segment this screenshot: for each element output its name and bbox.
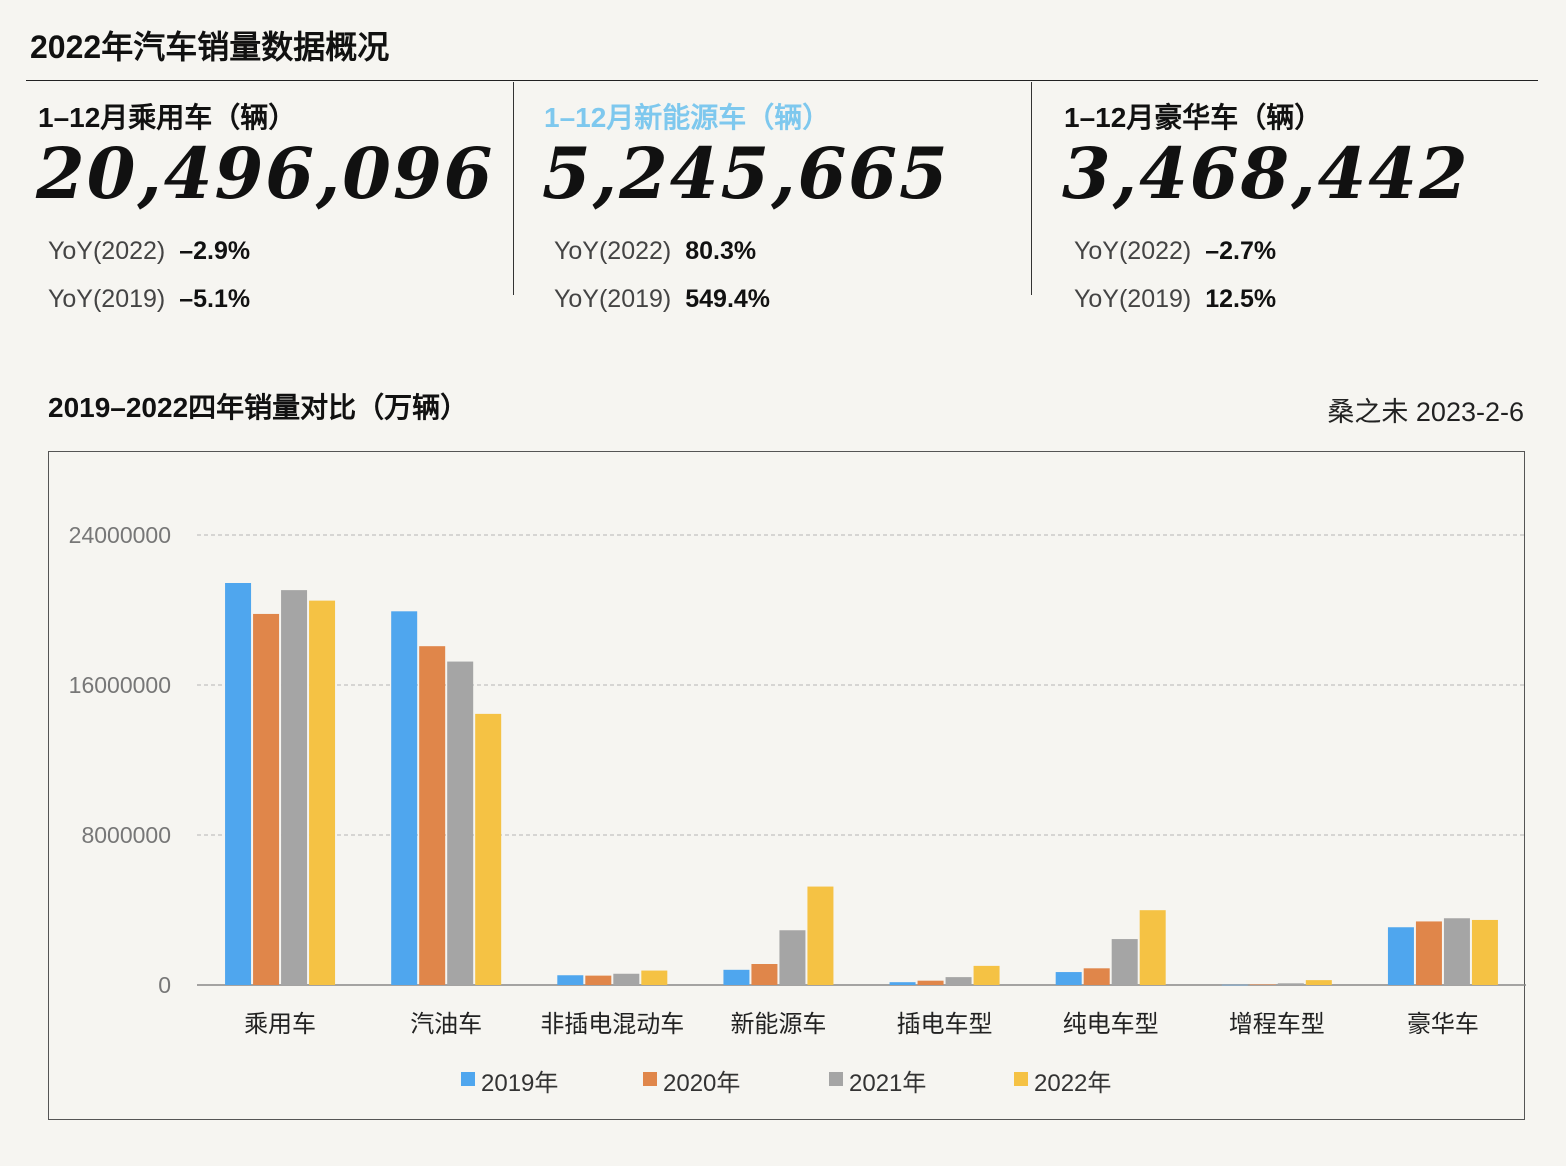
bar xyxy=(1249,984,1276,985)
x-tick-label: 纯电车型 xyxy=(1063,1011,1159,1038)
legend-label: 2019年 xyxy=(481,1070,558,1097)
chart-section-title: 2019–2022四年销量对比（万辆） xyxy=(48,392,469,423)
yoy-label: YoY(2022) xyxy=(1074,237,1192,265)
bar xyxy=(1221,984,1248,986)
x-tick-label: 增程车型 xyxy=(1229,1011,1325,1038)
yoy-label: YoY(2019) xyxy=(48,285,166,313)
bar xyxy=(889,982,916,985)
y-tick-label: 0 xyxy=(158,972,171,998)
chart-frame: 0 8000000 16000000 24000000 乘用车 汽油车 非插电混动车 新能源车… xyxy=(48,451,1526,1120)
yoy-value: –5.1% xyxy=(179,285,251,313)
bar xyxy=(1083,968,1110,985)
bar xyxy=(751,964,778,985)
bar xyxy=(723,969,750,985)
x-tick-label: 插电车型 xyxy=(897,1011,993,1038)
bar xyxy=(253,613,280,985)
bar-chart: 0 8000000 16000000 24000000 乘用车 汽油车 非插电混动车 新能源车… xyxy=(69,522,1526,1097)
yoy-value: –2.7% xyxy=(1205,237,1277,265)
bar xyxy=(1277,983,1304,985)
yoy-value: 549.4% xyxy=(685,285,771,313)
kpi-label: 1–12月豪华车（辆） xyxy=(1064,102,1323,133)
kpi-yoy-2019: YoY(2019) 12.5% xyxy=(1074,285,1276,314)
bar xyxy=(557,975,584,985)
bar xyxy=(585,975,612,985)
yoy-label: YoY(2022) xyxy=(554,237,672,265)
bar xyxy=(1305,980,1332,985)
kpi-label: 1–12月乘用车（辆） xyxy=(38,102,297,133)
bar xyxy=(1387,927,1414,985)
bar xyxy=(613,973,640,985)
author-credit: 桑之未 2023-2-6 xyxy=(1327,397,1524,427)
kpi-luxury: 1–12月豪华车（辆） 3,468,442 YoY(2022) –2.7% YoY… xyxy=(1052,92,1552,322)
y-tick-label: 16000000 xyxy=(69,672,171,698)
yoy-value: 80.3% xyxy=(685,237,757,265)
bar xyxy=(225,583,252,985)
yoy-value: 12.5% xyxy=(1205,285,1277,313)
x-tick-label: 新能源车 xyxy=(730,1011,826,1038)
bar xyxy=(779,930,806,985)
bar xyxy=(391,611,418,985)
kpi-yoy-2019: YoY(2019) 549.4% xyxy=(554,285,770,314)
x-tick-label: 非插电混动车 xyxy=(540,1011,684,1038)
legend-swatch xyxy=(829,1072,843,1086)
bar xyxy=(1443,918,1470,985)
legend-swatch xyxy=(461,1072,475,1086)
legend-swatch xyxy=(1014,1072,1028,1086)
bar xyxy=(1111,939,1138,985)
x-tick-label: 汽油车 xyxy=(410,1011,482,1038)
x-tick-label: 乘用车 xyxy=(244,1011,316,1038)
bar xyxy=(973,965,1000,985)
page-title: 2022年汽车销量数据概况 xyxy=(30,29,390,65)
kpi-yoy-2022: YoY(2022) –2.7% xyxy=(1074,237,1276,266)
kpi-divider xyxy=(1031,82,1032,295)
bar xyxy=(1471,919,1498,985)
legend-swatch xyxy=(643,1072,657,1086)
title-divider xyxy=(26,80,1538,81)
bar xyxy=(807,886,834,985)
yoy-label: YoY(2019) xyxy=(554,285,672,313)
kpi-value: 20,496,096 xyxy=(36,132,495,215)
y-tick-label: 8000000 xyxy=(81,822,171,848)
bar xyxy=(475,713,502,985)
bar xyxy=(419,646,446,985)
kpi-nev: 1–12月新能源车（辆） 5,245,665 YoY(2022) 80.3% Yo… xyxy=(532,92,1032,322)
bar xyxy=(1415,921,1442,985)
kpi-yoy-2019: YoY(2019) –5.1% xyxy=(48,285,250,314)
y-tick-label: 24000000 xyxy=(69,522,171,548)
kpi-yoy-2022: YoY(2022) 80.3% xyxy=(554,237,756,266)
bar xyxy=(945,977,972,985)
legend-label: 2022年 xyxy=(1034,1070,1111,1097)
yoy-label: YoY(2019) xyxy=(1074,285,1192,313)
kpi-divider xyxy=(513,82,514,295)
x-tick-label: 豪华车 xyxy=(1407,1011,1479,1038)
kpi-value: 3,468,442 xyxy=(1062,132,1470,215)
legend-label: 2020年 xyxy=(663,1070,740,1097)
yoy-label: YoY(2022) xyxy=(48,237,166,265)
kpi-label: 1–12月新能源车（辆） xyxy=(544,102,831,133)
kpi-passenger: 1–12月乘用车（辆） 20,496,096 YoY(2022) –2.9% Yo… xyxy=(26,92,526,322)
kpi-yoy-2022: YoY(2022) –2.9% xyxy=(48,237,250,266)
bar xyxy=(309,600,336,985)
yoy-value: –2.9% xyxy=(179,237,251,265)
legend-label: 2021年 xyxy=(849,1070,926,1097)
bar xyxy=(447,661,474,985)
kpi-value: 5,245,665 xyxy=(542,132,950,215)
bar xyxy=(917,980,944,985)
bar xyxy=(1139,910,1166,985)
bar xyxy=(641,970,668,985)
bar xyxy=(1055,972,1082,985)
bar xyxy=(281,590,308,985)
